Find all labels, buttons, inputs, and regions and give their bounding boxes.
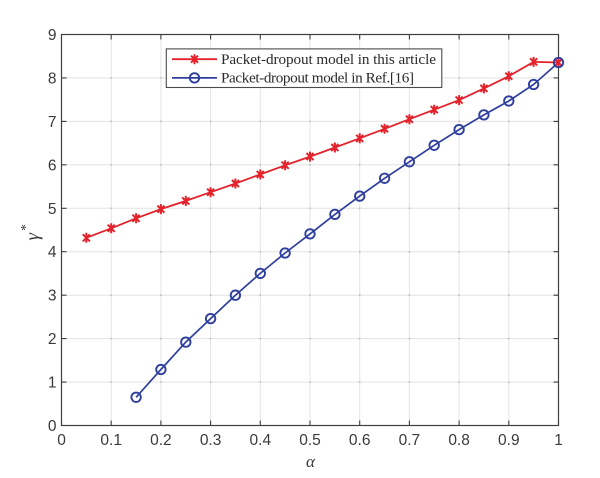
svg-text:0.3: 0.3: [200, 432, 222, 449]
svg-text:1: 1: [48, 375, 57, 392]
svg-text:0.5: 0.5: [299, 432, 321, 449]
svg-text:2: 2: [48, 331, 57, 348]
svg-text:Packet-dropout model in this a: Packet-dropout model in this article: [221, 51, 436, 68]
svg-text:0.1: 0.1: [100, 432, 122, 449]
svg-text:5: 5: [48, 201, 57, 218]
svg-text:0.9: 0.9: [498, 432, 520, 449]
svg-text:6: 6: [48, 157, 57, 174]
svg-text:1: 1: [554, 432, 563, 449]
svg-text:Packet-dropout model in Ref.[1: Packet-dropout model in Ref.[16]: [221, 70, 414, 87]
svg-text:α: α: [306, 452, 316, 471]
svg-text:9: 9: [48, 27, 57, 44]
svg-text:0.7: 0.7: [399, 432, 421, 449]
svg-text:0: 0: [48, 418, 57, 435]
svg-text:8: 8: [48, 70, 57, 87]
svg-text:0.2: 0.2: [150, 432, 172, 449]
svg-text:4: 4: [48, 244, 57, 261]
svg-text:7: 7: [48, 114, 57, 131]
svg-text:3: 3: [48, 288, 57, 305]
svg-text:0: 0: [57, 432, 66, 449]
svg-text:0.8: 0.8: [448, 432, 470, 449]
svg-text:0.4: 0.4: [250, 432, 272, 449]
svg-text:0.6: 0.6: [349, 432, 371, 449]
